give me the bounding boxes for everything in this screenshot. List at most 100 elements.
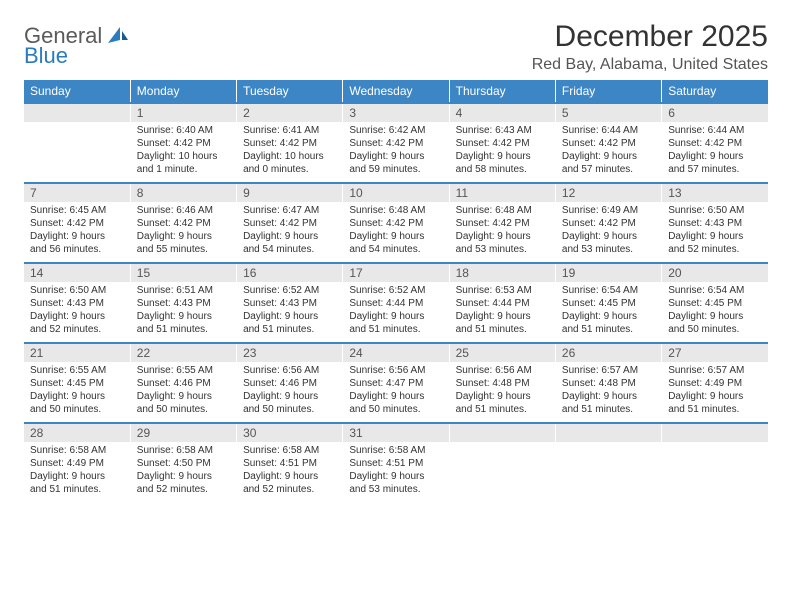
daylight-text: Daylight: 9 hours and 51 minutes. xyxy=(562,310,655,336)
day-number-cell: 6 xyxy=(662,103,768,122)
daylight-text: Daylight: 9 hours and 56 minutes. xyxy=(30,230,124,256)
day-content-cell: Sunrise: 6:45 AMSunset: 4:42 PMDaylight:… xyxy=(24,202,130,263)
day-number-cell: 20 xyxy=(662,263,768,282)
day-number-cell: 16 xyxy=(237,263,343,282)
day-number-cell: 28 xyxy=(24,423,130,442)
sunrise-text: Sunrise: 6:51 AM xyxy=(137,284,230,297)
day-number: 16 xyxy=(237,264,342,282)
day-content-cell: Sunrise: 6:44 AMSunset: 4:42 PMDaylight:… xyxy=(662,122,768,183)
daylight-text: Daylight: 9 hours and 51 minutes. xyxy=(456,310,549,336)
day-number-cell: 23 xyxy=(237,343,343,362)
sunset-text: Sunset: 4:42 PM xyxy=(30,217,124,230)
day-content: Sunrise: 6:53 AMSunset: 4:44 PMDaylight:… xyxy=(450,282,555,342)
sunset-text: Sunset: 4:42 PM xyxy=(243,217,336,230)
sunset-text: Sunset: 4:42 PM xyxy=(137,137,230,150)
day-number-cell: 18 xyxy=(449,263,555,282)
day-number: 29 xyxy=(131,424,236,442)
sunset-text: Sunset: 4:43 PM xyxy=(137,297,230,310)
day-number: 11 xyxy=(450,184,555,202)
location-text: Red Bay, Alabama, United States xyxy=(532,56,768,74)
sunrise-text: Sunrise: 6:52 AM xyxy=(349,284,442,297)
day-content: Sunrise: 6:58 AMSunset: 4:50 PMDaylight:… xyxy=(131,442,236,502)
day-number: 24 xyxy=(343,344,448,362)
day-number: 23 xyxy=(237,344,342,362)
day-content: Sunrise: 6:46 AMSunset: 4:42 PMDaylight:… xyxy=(131,202,236,262)
day-content-cell: Sunrise: 6:50 AMSunset: 4:43 PMDaylight:… xyxy=(24,282,130,343)
sunset-text: Sunset: 4:48 PM xyxy=(562,377,655,390)
sunrise-text: Sunrise: 6:55 AM xyxy=(137,364,230,377)
sunrise-text: Sunrise: 6:56 AM xyxy=(243,364,336,377)
day-content: Sunrise: 6:56 AMSunset: 4:46 PMDaylight:… xyxy=(237,362,342,422)
sunrise-text: Sunrise: 6:41 AM xyxy=(243,124,336,137)
day-number: 18 xyxy=(450,264,555,282)
day-number-cell: 14 xyxy=(24,263,130,282)
day-number-cell: 4 xyxy=(449,103,555,122)
day-content-cell: Sunrise: 6:42 AMSunset: 4:42 PMDaylight:… xyxy=(343,122,449,183)
day-number-cell: 19 xyxy=(555,263,661,282)
day-content: Sunrise: 6:40 AMSunset: 4:42 PMDaylight:… xyxy=(131,122,236,182)
daylight-text: Daylight: 9 hours and 53 minutes. xyxy=(562,230,655,256)
day-number-cell: 3 xyxy=(343,103,449,122)
dow-header: Tuesday xyxy=(237,80,343,103)
week-number-row: 78910111213 xyxy=(24,183,768,202)
day-number xyxy=(450,424,555,442)
sunset-text: Sunset: 4:42 PM xyxy=(349,137,442,150)
day-number: 13 xyxy=(662,184,768,202)
sunset-text: Sunset: 4:49 PM xyxy=(668,377,762,390)
sunrise-text: Sunrise: 6:58 AM xyxy=(349,444,442,457)
sunrise-text: Sunrise: 6:58 AM xyxy=(243,444,336,457)
day-number: 4 xyxy=(450,104,555,122)
day-content-cell: Sunrise: 6:40 AMSunset: 4:42 PMDaylight:… xyxy=(130,122,236,183)
day-content-cell: Sunrise: 6:58 AMSunset: 4:50 PMDaylight:… xyxy=(130,442,236,502)
day-content: Sunrise: 6:45 AMSunset: 4:42 PMDaylight:… xyxy=(24,202,130,262)
day-number-cell: 22 xyxy=(130,343,236,362)
daylight-text: Daylight: 9 hours and 50 minutes. xyxy=(349,390,442,416)
daylight-text: Daylight: 9 hours and 51 minutes. xyxy=(456,390,549,416)
week-content-row: Sunrise: 6:50 AMSunset: 4:43 PMDaylight:… xyxy=(24,282,768,343)
daylight-text: Daylight: 9 hours and 52 minutes. xyxy=(30,310,124,336)
dow-header: Sunday xyxy=(24,80,130,103)
sunset-text: Sunset: 4:45 PM xyxy=(668,297,762,310)
week-content-row: Sunrise: 6:45 AMSunset: 4:42 PMDaylight:… xyxy=(24,202,768,263)
day-content-cell xyxy=(24,122,130,183)
day-number: 15 xyxy=(131,264,236,282)
week-content-row: Sunrise: 6:58 AMSunset: 4:49 PMDaylight:… xyxy=(24,442,768,502)
day-number: 3 xyxy=(343,104,448,122)
sunset-text: Sunset: 4:42 PM xyxy=(137,217,230,230)
day-content-cell: Sunrise: 6:52 AMSunset: 4:43 PMDaylight:… xyxy=(237,282,343,343)
day-content-cell xyxy=(555,442,661,502)
sunrise-text: Sunrise: 6:58 AM xyxy=(30,444,124,457)
day-content: Sunrise: 6:57 AMSunset: 4:49 PMDaylight:… xyxy=(662,362,768,422)
day-number-cell: 11 xyxy=(449,183,555,202)
day-content xyxy=(556,442,661,500)
day-number-cell: 21 xyxy=(24,343,130,362)
sunrise-text: Sunrise: 6:43 AM xyxy=(456,124,549,137)
day-number: 7 xyxy=(24,184,130,202)
day-content: Sunrise: 6:42 AMSunset: 4:42 PMDaylight:… xyxy=(343,122,448,182)
day-content xyxy=(450,442,555,500)
sunrise-text: Sunrise: 6:57 AM xyxy=(668,364,762,377)
day-number-cell: 10 xyxy=(343,183,449,202)
day-content: Sunrise: 6:49 AMSunset: 4:42 PMDaylight:… xyxy=(556,202,661,262)
daylight-text: Daylight: 9 hours and 51 minutes. xyxy=(243,310,336,336)
day-content: Sunrise: 6:44 AMSunset: 4:42 PMDaylight:… xyxy=(662,122,768,182)
day-content-cell: Sunrise: 6:49 AMSunset: 4:42 PMDaylight:… xyxy=(555,202,661,263)
day-content: Sunrise: 6:48 AMSunset: 4:42 PMDaylight:… xyxy=(343,202,448,262)
sunrise-text: Sunrise: 6:58 AM xyxy=(137,444,230,457)
sunrise-text: Sunrise: 6:46 AM xyxy=(137,204,230,217)
sail-icon xyxy=(108,26,128,46)
day-number: 2 xyxy=(237,104,342,122)
daylight-text: Daylight: 9 hours and 53 minutes. xyxy=(456,230,549,256)
page-title: December 2025 xyxy=(532,20,768,54)
day-number-cell: 27 xyxy=(662,343,768,362)
day-number-cell xyxy=(449,423,555,442)
daylight-text: Daylight: 9 hours and 51 minutes. xyxy=(668,390,762,416)
day-number: 10 xyxy=(343,184,448,202)
sunrise-text: Sunrise: 6:48 AM xyxy=(349,204,442,217)
sunset-text: Sunset: 4:49 PM xyxy=(30,457,124,470)
day-content: Sunrise: 6:58 AMSunset: 4:51 PMDaylight:… xyxy=(343,442,448,502)
day-content-cell: Sunrise: 6:56 AMSunset: 4:46 PMDaylight:… xyxy=(237,362,343,423)
day-number xyxy=(556,424,661,442)
daylight-text: Daylight: 9 hours and 54 minutes. xyxy=(349,230,442,256)
day-content-cell: Sunrise: 6:54 AMSunset: 4:45 PMDaylight:… xyxy=(662,282,768,343)
